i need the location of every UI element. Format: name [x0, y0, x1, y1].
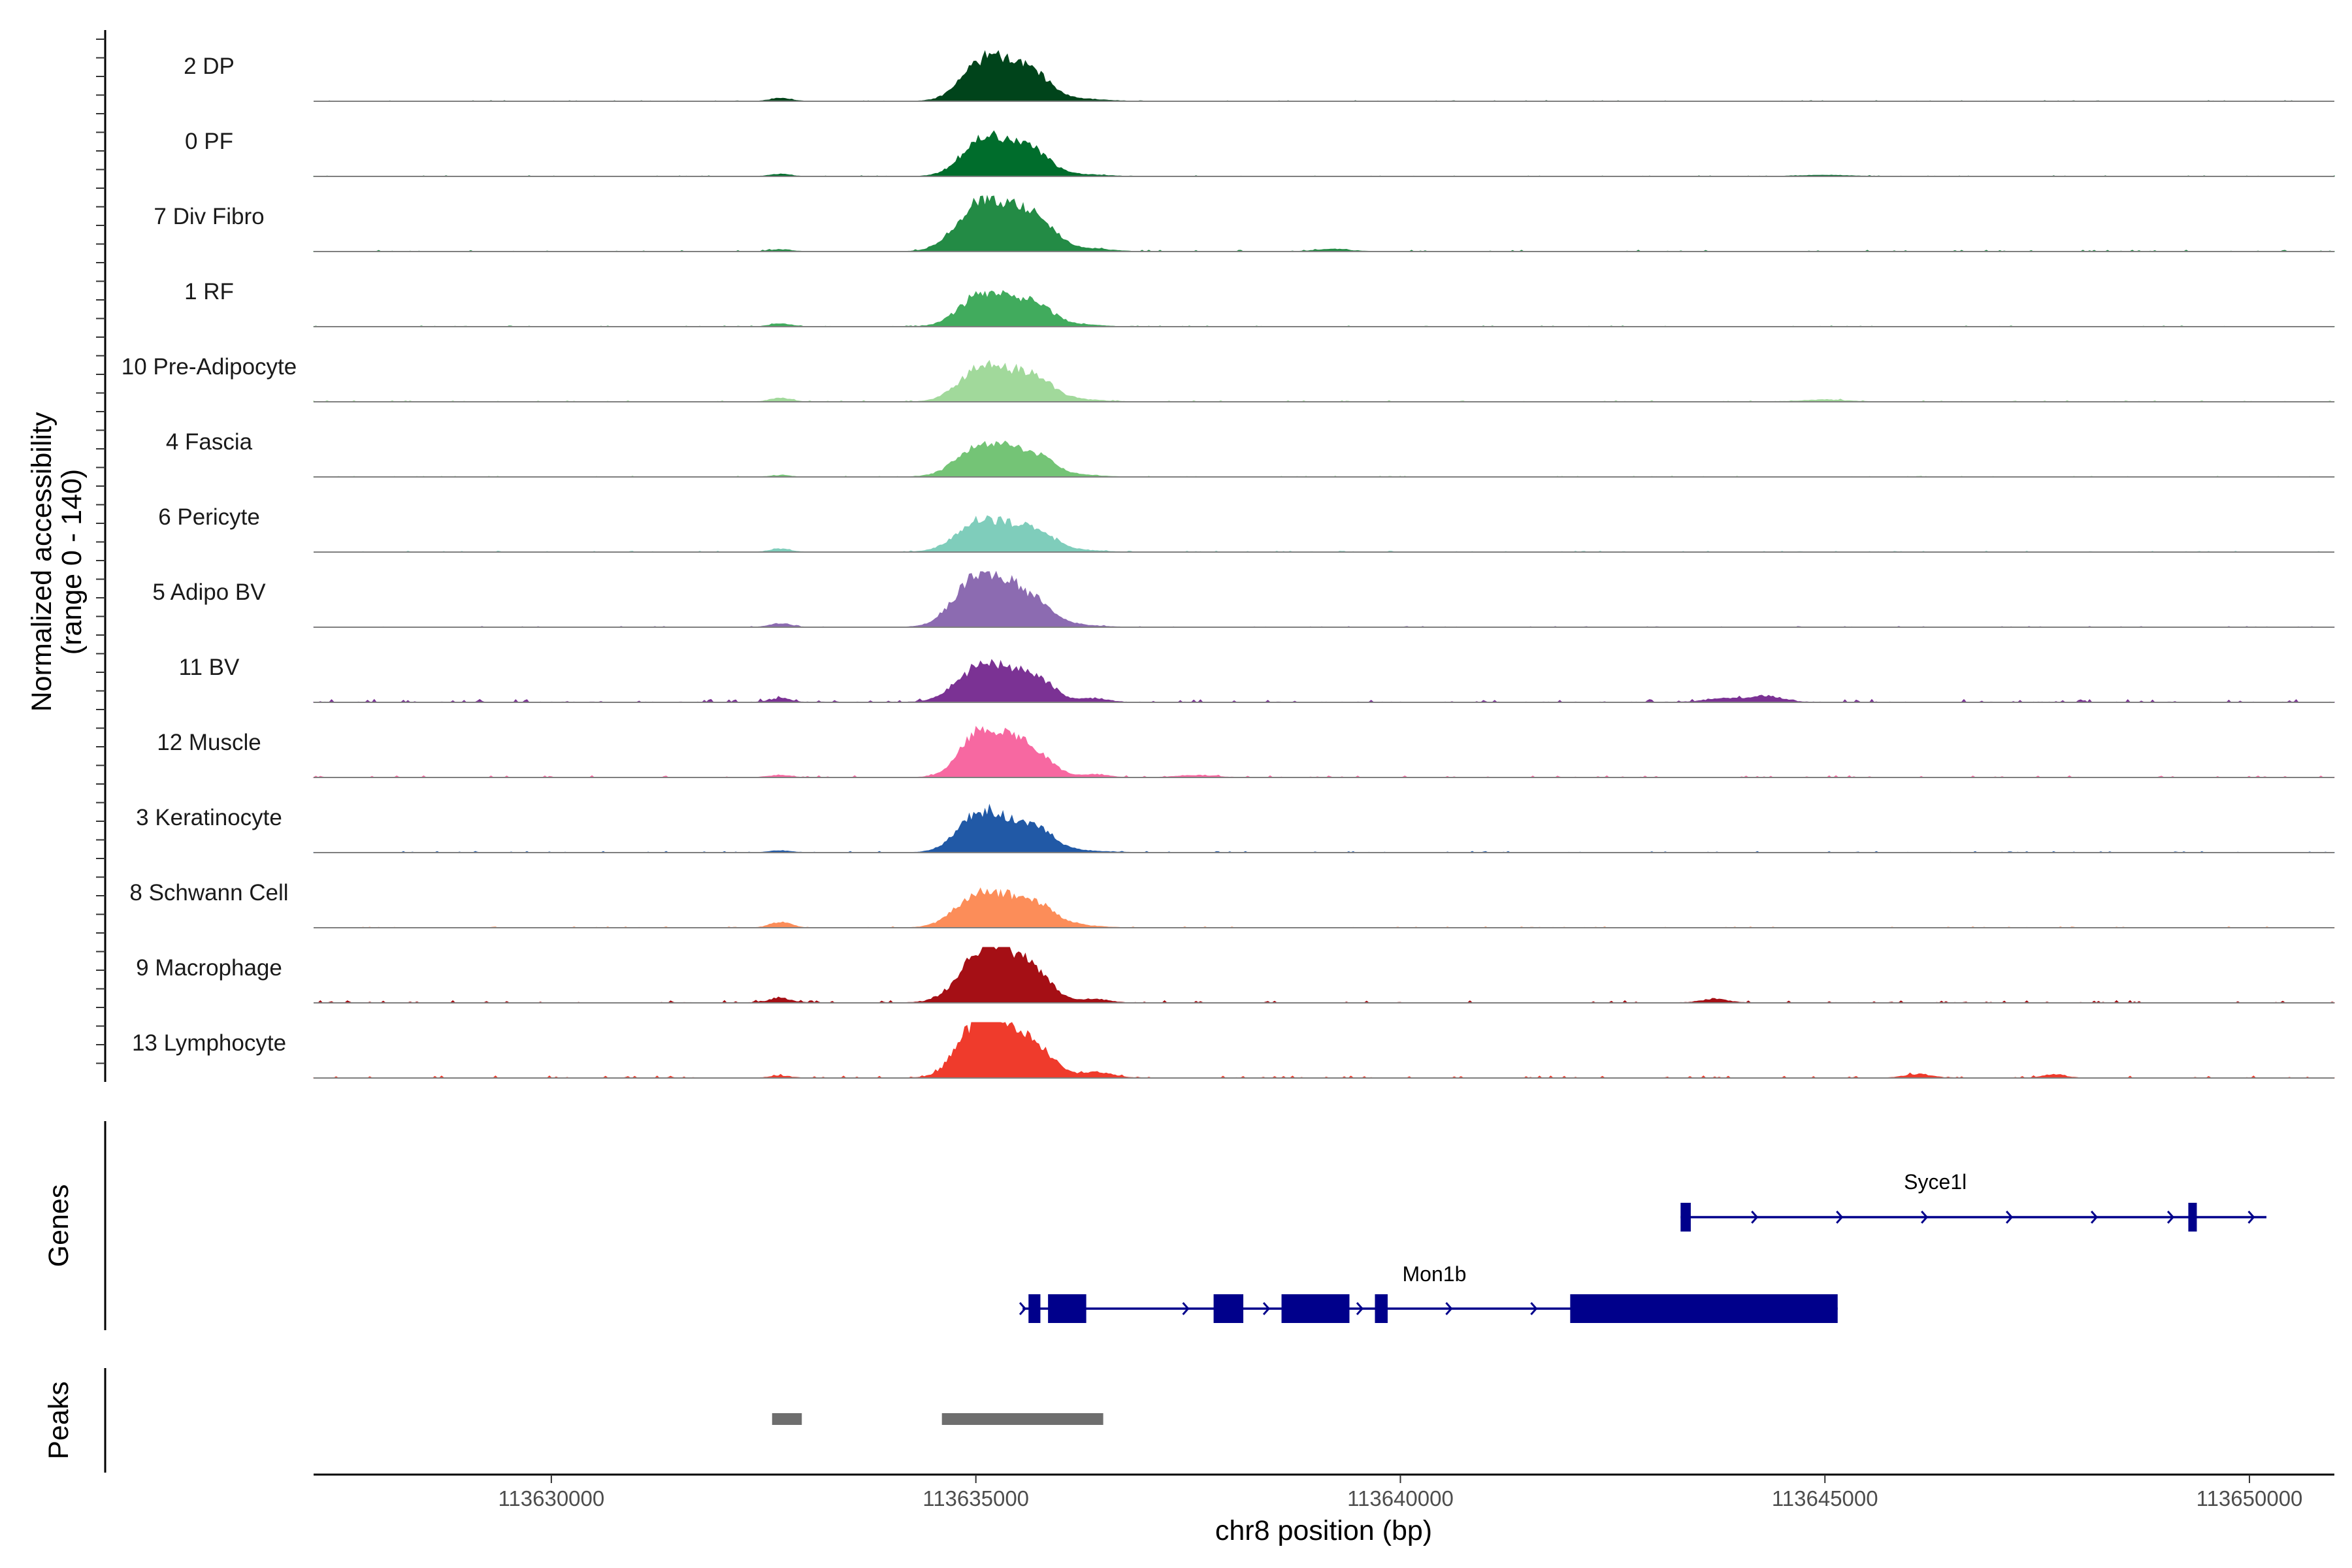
y-axis-ticks [96, 39, 105, 1064]
strand-arrow [1921, 1211, 1929, 1224]
gene-label: Syce1l [1904, 1170, 1967, 1194]
track-label: 0 PF [185, 129, 233, 154]
track-7-div-fibro: 7 Div Fibro [154, 195, 2335, 252]
gene-track: Syce1l Mon1b [1019, 1170, 2267, 1323]
coverage-area [313, 947, 2335, 1004]
track-4-fascia: 4 Fascia [166, 429, 2335, 478]
coverage-area [313, 659, 2335, 703]
track-6-pericyte: 6 Pericyte [158, 504, 2335, 553]
strand-arrow [1530, 1302, 1538, 1315]
track-label: 2 DP [184, 54, 235, 79]
track-label: 3 Keratinocyte [136, 805, 282, 830]
track-label: 11 BV [179, 655, 240, 680]
coverage-area [313, 1022, 2335, 1079]
x-tick-label: 113630000 [498, 1486, 605, 1511]
y-axis-title-line1: Normalized accessibility [26, 412, 57, 711]
gene-exon [2188, 1203, 2197, 1232]
x-tick-label: 113645000 [1772, 1486, 1878, 1511]
strand-arrow [1356, 1302, 1364, 1315]
strand-arrow [2166, 1211, 2175, 1224]
track-label: 7 Div Fibro [154, 204, 264, 229]
gene-mon1b: Mon1b [1019, 1262, 1838, 1323]
strand-arrow [1182, 1302, 1190, 1315]
gene-exon [1570, 1294, 1838, 1323]
track-label: 4 Fascia [166, 429, 253, 455]
y-axis-title-line2: (range 0 - 140) [56, 469, 88, 655]
strand-arrow [2090, 1211, 2099, 1224]
strand-arrow [1262, 1302, 1271, 1315]
track-9-macrophage: 9 Macrophage [136, 947, 2335, 1004]
track-0-pf: 0 PF [185, 129, 2335, 177]
strand-arrow [1019, 1302, 1027, 1315]
peaks-label: Peaks [43, 1381, 74, 1460]
track-13-lymphocyte: 13 Lymphocyte [132, 1022, 2335, 1079]
y-axis-title: Normalized accessibility (range 0 - 140) [26, 412, 88, 711]
coverage-area [313, 887, 2335, 928]
strand-arrow [2006, 1211, 2014, 1224]
strand-arrow [2247, 1211, 2255, 1224]
strand-arrow [1445, 1302, 1453, 1315]
x-axis-ticks: 113630000 113635000 113640000 113645000 1136… [498, 1475, 2303, 1511]
x-tick-label: 113640000 [1347, 1486, 1454, 1511]
track-12-muscle: 12 Muscle [157, 726, 2335, 778]
x-tick-label: 113635000 [923, 1486, 1029, 1511]
peak-bar [772, 1413, 802, 1425]
coverage-area [314, 515, 2335, 553]
coverage-area [313, 195, 2335, 252]
x-axis-title: chr8 position (bp) [1215, 1515, 1432, 1546]
track-label: 9 Macrophage [136, 955, 282, 981]
x-tick-label: 113650000 [2197, 1486, 2303, 1511]
strand-arrow [1836, 1211, 1844, 1224]
coverage-tracks: 2 DP 0 PF 7 Div Fibro 1 RF 10 Pre-Adipocyte 4… [122, 50, 2335, 1079]
track-1-rf: 1 RF [184, 279, 2335, 327]
gene-exon [1048, 1294, 1086, 1323]
gene-exon [1213, 1294, 1244, 1323]
gene-exon [1281, 1294, 1350, 1323]
coverage-area [313, 50, 2335, 102]
genes-label: Genes [43, 1184, 74, 1267]
track-10-pre-adipocyte: 10 Pre-Adipocyte [122, 354, 2335, 402]
track-8-schwann-cell: 8 Schwann Cell [129, 880, 2335, 928]
coverage-area [313, 440, 2335, 478]
track-3-keratinocyte: 3 Keratinocyte [136, 804, 2335, 853]
peak-track [772, 1413, 1103, 1425]
track-11-bv: 11 BV [179, 655, 2335, 703]
track-label: 5 Adipo BV [152, 580, 266, 605]
track-label: 12 Muscle [157, 730, 261, 755]
peak-bar [941, 1413, 1103, 1425]
coverage-area [313, 570, 2335, 628]
coverage-area [313, 289, 2335, 327]
gene-exon [1375, 1294, 1388, 1323]
gene-label: Mon1b [1403, 1262, 1467, 1286]
track-label: 8 Schwann Cell [129, 880, 288, 906]
track-label: 1 RF [184, 279, 234, 304]
coverage-area [313, 804, 2335, 853]
strand-arrow [1751, 1211, 1759, 1224]
coverage-area [312, 726, 2335, 778]
gene-syce1l: Syce1l [1680, 1170, 2267, 1232]
coverage-area [313, 359, 2335, 402]
gene-exon [1680, 1203, 1691, 1232]
track-2-dp: 2 DP [184, 50, 2335, 102]
track-label: 6 Pericyte [158, 504, 260, 530]
gene-exon [1028, 1294, 1041, 1323]
track-label: 13 Lymphocyte [132, 1030, 286, 1056]
coverage-area [313, 130, 2335, 177]
track-label: 10 Pre-Adipocyte [122, 354, 297, 380]
track-5-adipo-bv: 5 Adipo BV [152, 570, 2335, 628]
